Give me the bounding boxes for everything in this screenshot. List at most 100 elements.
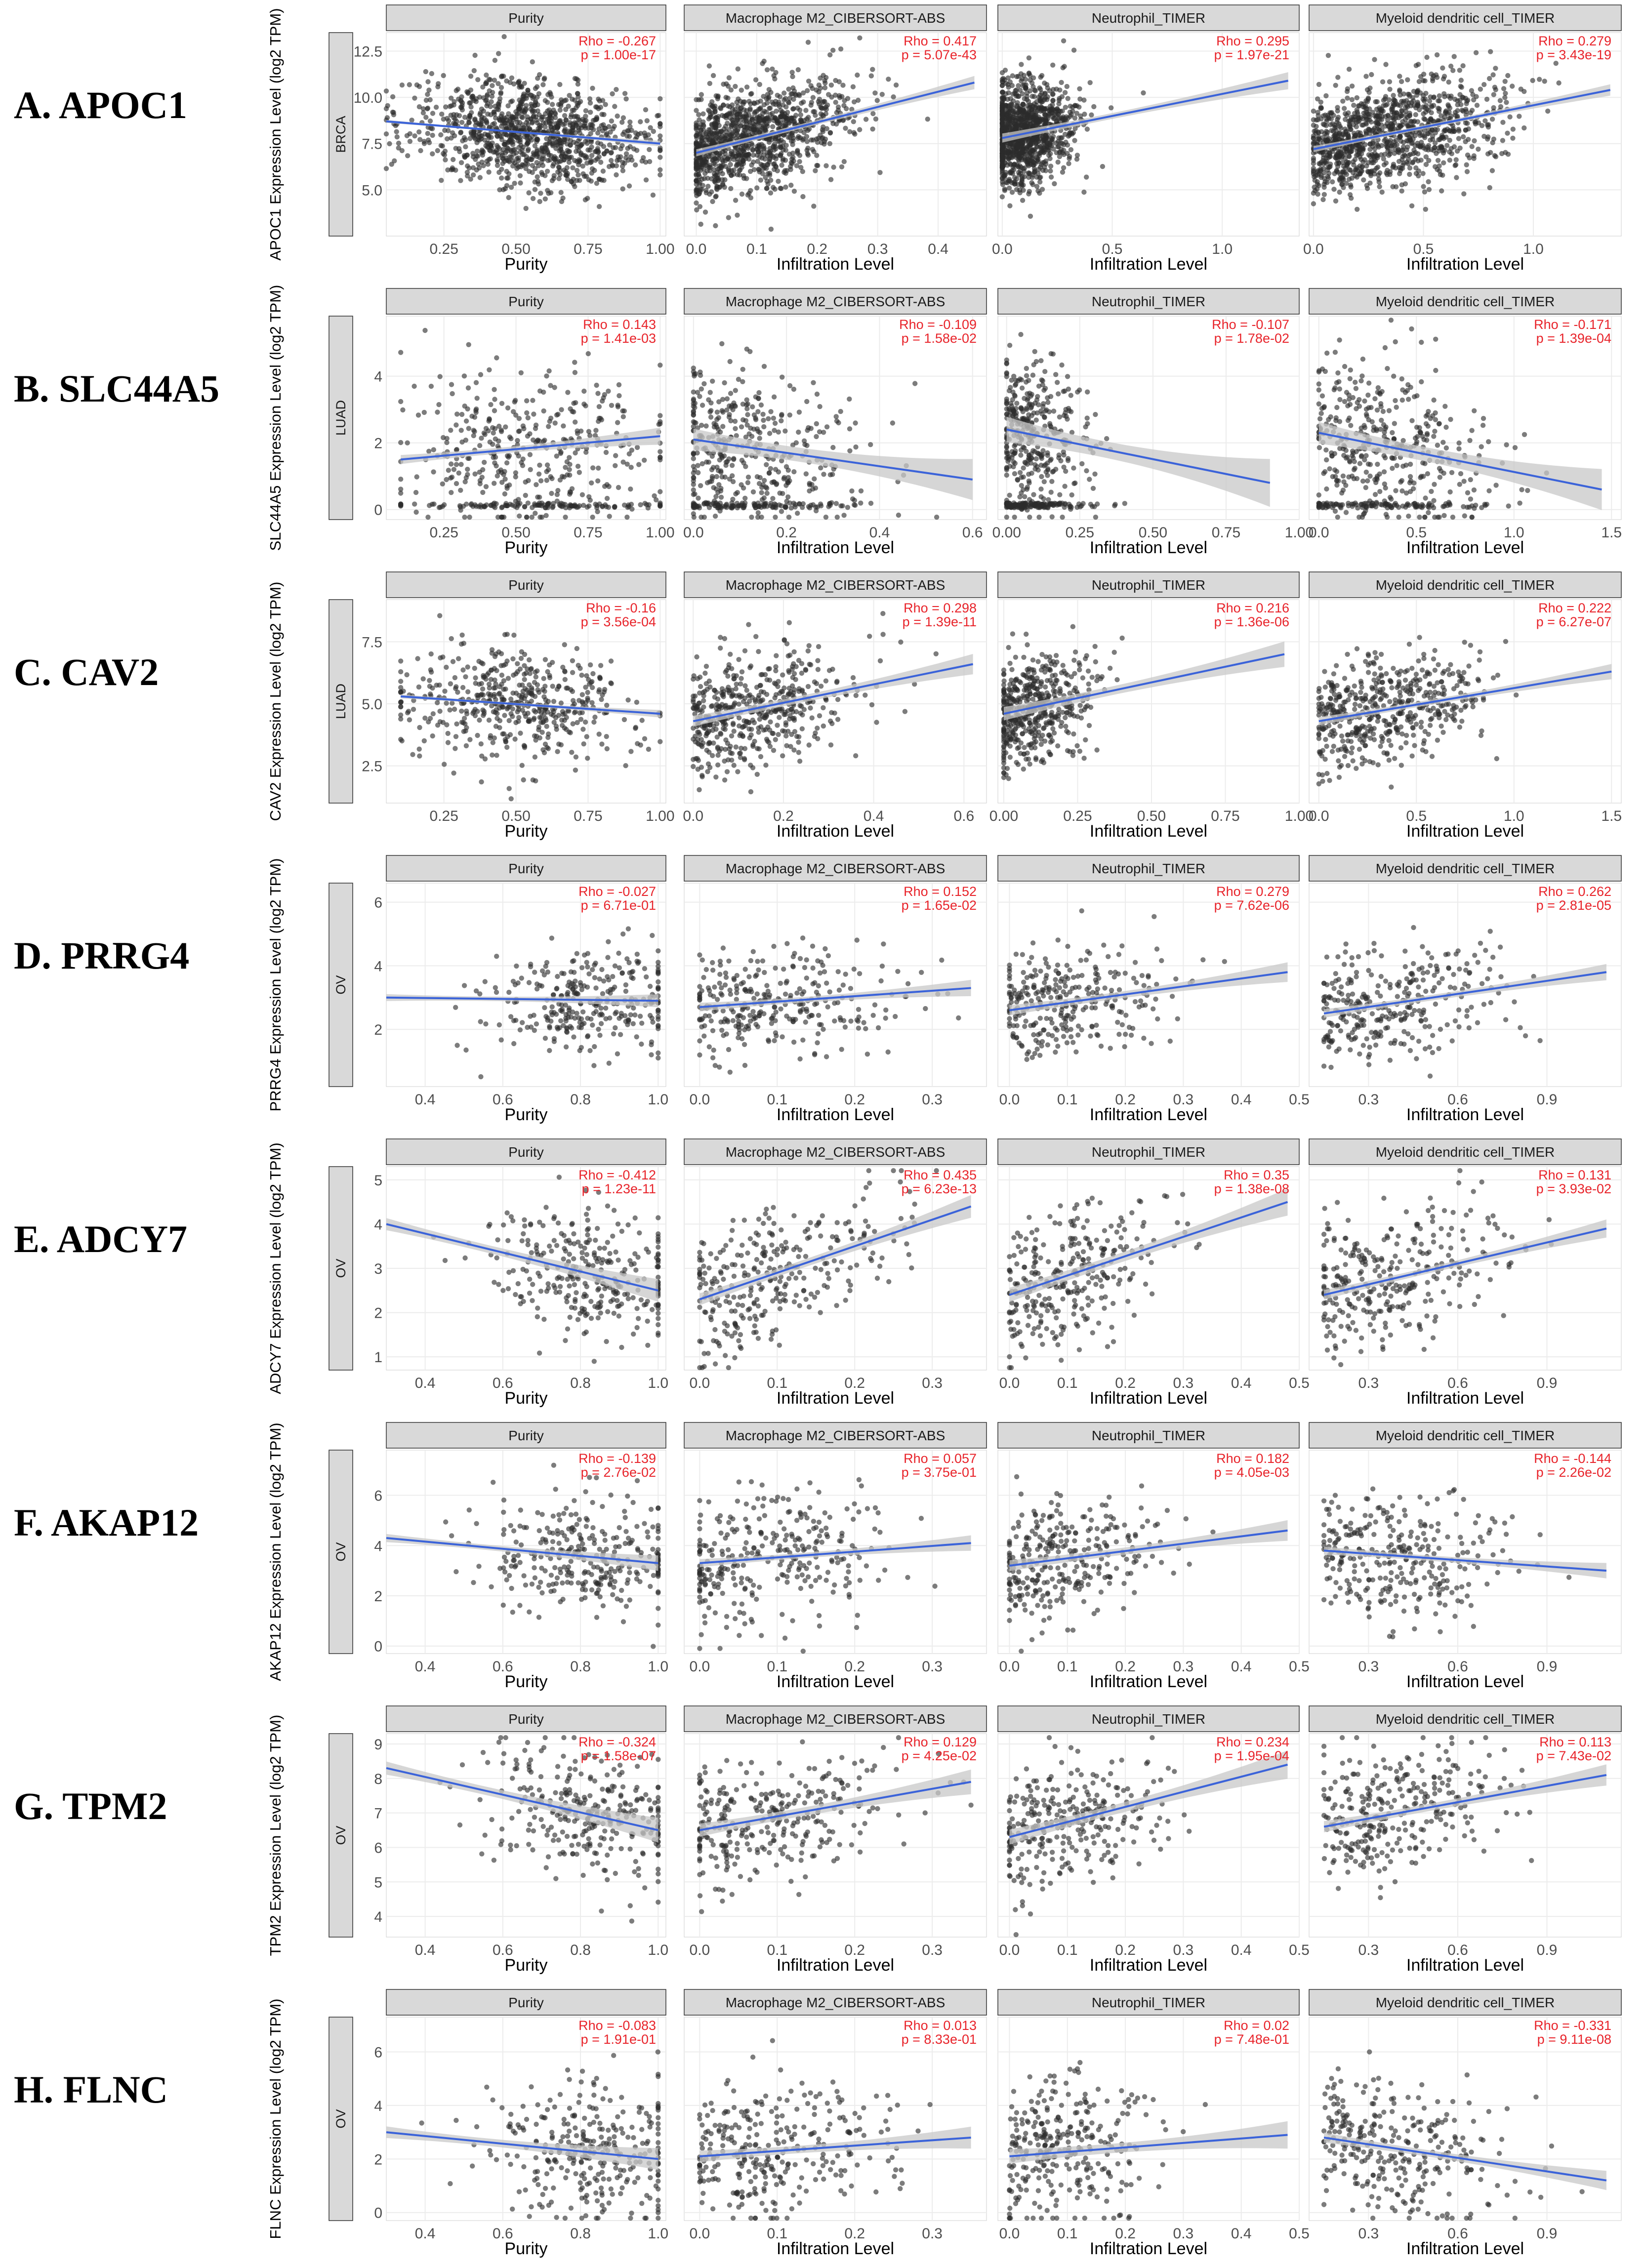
- scatter-point: [530, 505, 535, 510]
- scatter-point: [741, 175, 747, 181]
- scatter-point: [526, 190, 532, 196]
- scatter-point: [478, 372, 484, 377]
- scatter-point: [1320, 166, 1326, 171]
- scatter-point: [1007, 116, 1012, 122]
- scatter-point: [732, 107, 738, 113]
- scatter-point: [636, 462, 642, 467]
- rho-label: Rho = -0.267: [578, 34, 656, 48]
- scatter-point: [596, 465, 601, 471]
- scatter-point: [1400, 154, 1405, 160]
- rho-label: Rho = 0.417: [904, 34, 977, 48]
- scatter-point: [587, 433, 593, 438]
- scatter-point: [398, 350, 404, 355]
- scatter-point: [1457, 145, 1463, 151]
- scatter-point: [1335, 105, 1340, 110]
- scatter-point: [532, 187, 538, 192]
- scatter-point: [550, 505, 555, 510]
- scatter-point: [1437, 93, 1442, 99]
- scatter-point: [1507, 114, 1513, 120]
- scatter-point: [541, 408, 546, 414]
- p-value-label: p = 5.07e-43: [902, 47, 977, 62]
- p-value-label: p = 1.00e-17: [581, 47, 656, 62]
- scatter-point: [1350, 146, 1356, 151]
- scatter-point: [512, 181, 517, 186]
- scatter-point: [572, 370, 578, 375]
- scatter-point: [560, 151, 565, 157]
- scatter-point: [1054, 150, 1059, 156]
- scatter-point: [783, 184, 788, 190]
- scatter-point: [1037, 97, 1043, 103]
- scatter-point: [535, 179, 541, 184]
- panel-title: Macrophage M2_CIBERSORT-ABS: [726, 10, 946, 26]
- scatter-point: [833, 100, 838, 105]
- scatter-point: [405, 440, 410, 446]
- scatter-point: [423, 69, 428, 75]
- scatter-point: [531, 411, 536, 417]
- scatter-point: [790, 135, 796, 141]
- scatter-point: [520, 107, 526, 113]
- scatter-point: [1340, 98, 1346, 104]
- scatter-point: [577, 178, 582, 183]
- scatter-point: [398, 477, 404, 482]
- scatter-point: [510, 502, 515, 508]
- scatter-point: [598, 160, 604, 165]
- scatter-point: [1348, 182, 1354, 188]
- scatter-point: [533, 99, 538, 104]
- scatter-point: [536, 72, 542, 78]
- scatter-point: [492, 397, 497, 402]
- scatter-point: [1375, 121, 1381, 126]
- scatter-point: [581, 388, 587, 394]
- scatter-point: [413, 489, 419, 495]
- scatter-point: [1411, 119, 1416, 125]
- scatter-point: [734, 163, 740, 169]
- scatter-point: [544, 478, 550, 483]
- scatter-point: [598, 141, 604, 147]
- scatter-point: [620, 408, 625, 414]
- scatter-point: [458, 507, 463, 513]
- scatter-point: [454, 119, 459, 124]
- scatter-point: [383, 131, 389, 137]
- scatter-point: [761, 94, 766, 99]
- scatter-point: [1376, 179, 1382, 185]
- scatter-point: [535, 437, 541, 443]
- scatter-point: [1311, 165, 1316, 171]
- scatter-point: [1016, 110, 1022, 115]
- scatter-point: [430, 151, 435, 157]
- scatter-point: [427, 97, 433, 103]
- scatter-point: [797, 107, 803, 113]
- scatter-point: [619, 120, 625, 125]
- scatter-point: [441, 117, 446, 122]
- scatter-point: [746, 119, 752, 124]
- scatter-point: [477, 175, 483, 180]
- scatter-point: [1017, 155, 1023, 161]
- scatter-point: [789, 161, 795, 166]
- scatter-point: [1027, 149, 1032, 155]
- scatter-point: [1026, 55, 1032, 61]
- scatter-point: [1383, 123, 1388, 129]
- scatter-point: [613, 463, 618, 468]
- scatter-point: [1463, 127, 1468, 133]
- scatter-point: [759, 162, 765, 168]
- scatter-point: [1451, 144, 1457, 150]
- scatter-point: [720, 159, 726, 164]
- scatter-point: [768, 190, 774, 196]
- scatter-point: [516, 104, 522, 110]
- scatter-point: [1367, 147, 1373, 152]
- scatter-point: [765, 181, 771, 187]
- scatter-point: [527, 135, 533, 141]
- scatter-point: [576, 503, 582, 509]
- scatter-point: [1445, 93, 1451, 99]
- scatter-point: [467, 100, 472, 106]
- scatter-point: [1377, 184, 1382, 190]
- scatter-point: [1010, 109, 1016, 114]
- scatter-point: [542, 124, 548, 130]
- scatter-point: [744, 113, 749, 119]
- scatter-point: [563, 172, 569, 178]
- scatter-point: [587, 100, 593, 106]
- scatter-point: [469, 413, 475, 419]
- scatter-point: [779, 162, 784, 168]
- scatter-point: [1361, 110, 1366, 116]
- scatter-point: [761, 116, 767, 122]
- scatter-point: [999, 110, 1005, 116]
- scatter-point: [1024, 94, 1029, 99]
